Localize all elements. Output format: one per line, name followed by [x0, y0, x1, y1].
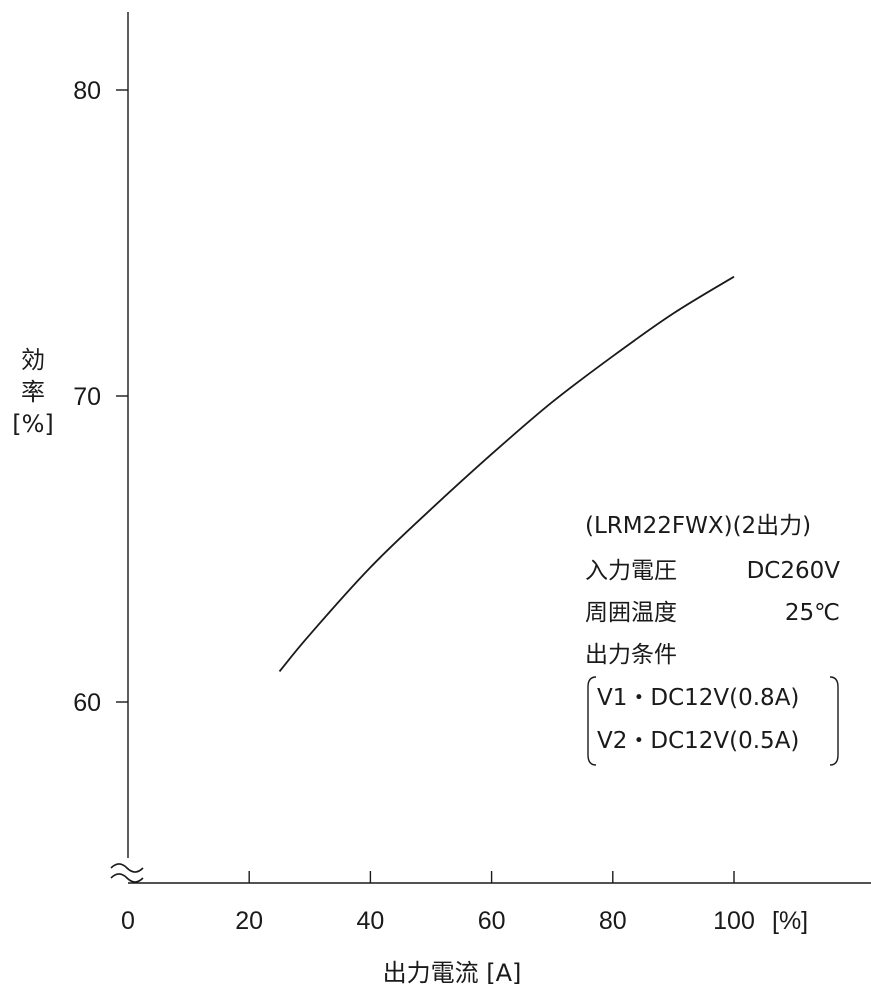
x-axis-label: 出力電流 [A]	[383, 959, 522, 987]
x-tick-label: 60	[478, 907, 506, 935]
annotation-input-voltage-label: 入力電圧	[585, 558, 677, 584]
annotation-model: (LRM22FWX)(2出力)	[585, 513, 811, 539]
x-tick-label: 40	[356, 907, 384, 935]
annotation-v1-condition: V1・DC12V(0.8A)	[597, 685, 799, 711]
annotation-v2-condition: V2・DC12V(0.5A)	[597, 728, 799, 754]
y-axis-label-part: [%]	[12, 410, 54, 438]
y-axis-label: 効率 [%]	[12, 346, 54, 438]
x-unit-label: [%]	[772, 907, 808, 935]
annotation-bracket-right	[829, 676, 839, 766]
annotation-bracket-left	[587, 676, 597, 766]
annotation-ambient-temp-value: 25℃	[785, 600, 840, 626]
y-axis-break-mark	[110, 863, 144, 873]
y-axis-label-part: 率	[21, 378, 45, 406]
y-tick-label: 70	[73, 383, 101, 411]
annotation-input-voltage-value: DC260V	[747, 558, 841, 584]
x-ticks: 0 20 40 60 80 100	[121, 871, 755, 935]
y-tick-label: 60	[73, 689, 101, 717]
y-ticks: 60 70 80	[73, 77, 128, 717]
efficiency-series-line	[278, 275, 735, 672]
x-tick-label: 80	[599, 907, 627, 935]
annotation-output-conditions: 出力条件	[585, 642, 677, 668]
y-axis-break-mark-lower	[110, 873, 144, 883]
y-axis-label-part: 効	[21, 346, 45, 374]
x-tick-label: 100	[713, 907, 755, 935]
annotation-ambient-temp-label: 周囲温度	[585, 600, 677, 626]
x-tick-label: 20	[235, 907, 263, 935]
x-tick-label: 0	[121, 907, 135, 935]
y-tick-label: 80	[73, 77, 101, 105]
